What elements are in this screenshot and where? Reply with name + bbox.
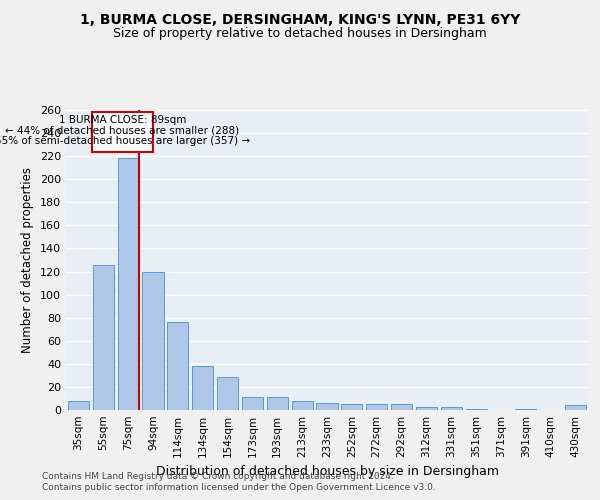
- Bar: [167, 322, 188, 410]
- Text: 1 BURMA CLOSE: 89sqm: 1 BURMA CLOSE: 89sqm: [59, 116, 186, 126]
- Bar: [391, 404, 412, 410]
- Bar: [68, 401, 89, 410]
- Text: Size of property relative to detached houses in Dersingham: Size of property relative to detached ho…: [113, 28, 487, 40]
- Bar: [267, 398, 288, 410]
- Text: Contains public sector information licensed under the Open Government Licence v3: Contains public sector information licen…: [42, 484, 436, 492]
- Bar: [565, 406, 586, 410]
- FancyBboxPatch shape: [92, 112, 152, 152]
- Bar: [341, 404, 362, 410]
- Bar: [118, 158, 139, 410]
- X-axis label: Distribution of detached houses by size in Dersingham: Distribution of detached houses by size …: [155, 466, 499, 478]
- Bar: [93, 264, 114, 410]
- Bar: [142, 272, 164, 410]
- Text: 1, BURMA CLOSE, DERSINGHAM, KING'S LYNN, PE31 6YY: 1, BURMA CLOSE, DERSINGHAM, KING'S LYNN,…: [80, 12, 520, 26]
- Bar: [515, 409, 536, 410]
- Bar: [366, 404, 387, 410]
- Bar: [217, 376, 238, 410]
- Text: 55% of semi-detached houses are larger (357) →: 55% of semi-detached houses are larger (…: [0, 136, 250, 146]
- Bar: [416, 406, 437, 410]
- Bar: [242, 398, 263, 410]
- Text: ← 44% of detached houses are smaller (288): ← 44% of detached houses are smaller (28…: [5, 126, 239, 136]
- Bar: [466, 409, 487, 410]
- Bar: [192, 366, 213, 410]
- Bar: [292, 401, 313, 410]
- Bar: [441, 406, 462, 410]
- Y-axis label: Number of detached properties: Number of detached properties: [22, 167, 34, 353]
- Text: Contains HM Land Registry data © Crown copyright and database right 2024.: Contains HM Land Registry data © Crown c…: [42, 472, 394, 481]
- Bar: [316, 403, 338, 410]
